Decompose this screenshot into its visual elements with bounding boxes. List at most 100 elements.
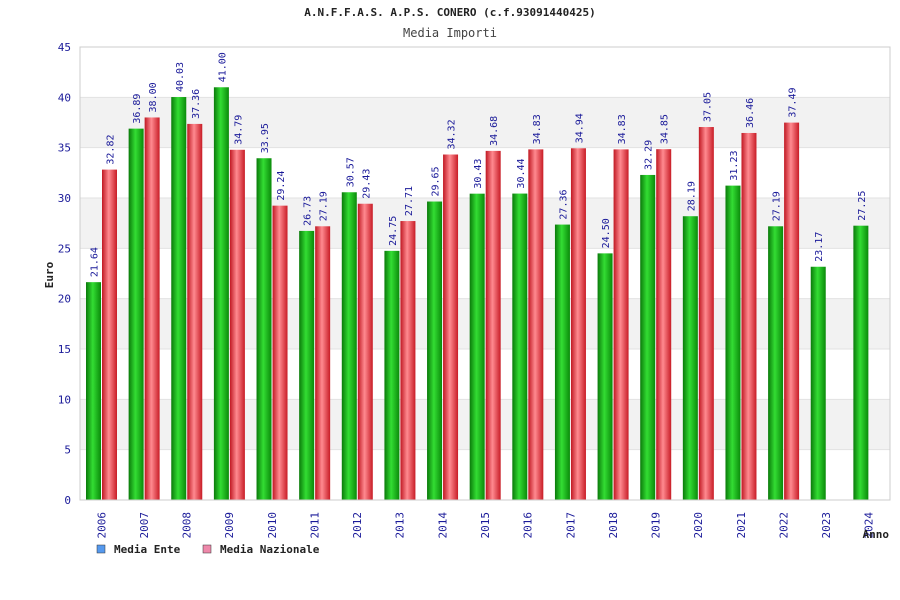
bar-media-nazionale-2013: [400, 221, 416, 500]
bar-media-nazionale-2015: [485, 150, 501, 500]
bar-media-ente-2022: [768, 226, 784, 500]
legend: Media Ente Media Nazionale: [96, 543, 320, 556]
bar-media-nazionale-2022: [784, 122, 800, 500]
bar-media-nazionale-2010: [272, 205, 288, 500]
plot-frame: [79, 46, 891, 501]
data-label-media-ente-2015: 30.43: [473, 159, 484, 189]
bar-media-ente-2017: [554, 224, 570, 501]
bar-media-nazionale-2008: [187, 123, 203, 500]
x-axis-label: Anno: [863, 528, 890, 541]
bar-media-ente-2013: [384, 250, 400, 500]
data-label-media-nazionale-2016: 34.83: [532, 114, 543, 144]
y-tick-label: 5: [64, 444, 71, 457]
bar-media-nazionale-2011: [315, 226, 331, 500]
bar-media-ente-2009: [213, 87, 229, 501]
bar-media-nazionale-2009: [229, 149, 245, 500]
bar-media-ente-2007: [128, 128, 144, 500]
bar-media-ente-2008: [171, 97, 187, 500]
y-tick-label: 20: [58, 293, 71, 306]
bar-media-nazionale-2007: [144, 117, 160, 500]
data-label-media-ente-2013: 24.75: [388, 216, 399, 246]
x-tick-label-2009: 2009: [223, 512, 236, 539]
bar-media-ente-2019: [640, 174, 656, 500]
legend-swatch-media-nazionale: [202, 544, 212, 554]
x-tick-label-2013: 2013: [394, 512, 407, 539]
data-label-media-nazionale-2015: 34.68: [489, 116, 500, 146]
x-axis-ticks: 2006 2007 2008 2009 2010 2011 2012 2013 2014 2015…: [95, 512, 875, 539]
bar-media-ente-2006: [86, 282, 101, 500]
data-label-media-ente-2009: 41.00: [217, 52, 228, 82]
bar-media-ente-2023: [810, 266, 826, 500]
y-tick-label: 45: [58, 41, 71, 54]
x-tick-label-2017: 2017: [564, 512, 577, 539]
bar-media-nazionale-2020: [698, 127, 714, 500]
data-label-media-nazionale-2021: 36.46: [745, 98, 756, 128]
x-tick-label-2020: 2020: [692, 512, 705, 539]
x-tick-label-2007: 2007: [138, 512, 151, 539]
x-tick-label-2010: 2010: [266, 512, 279, 539]
legend-label-media-ente: Media Ente: [114, 543, 181, 556]
bar-media-nazionale-2019: [656, 149, 672, 500]
x-tick-label-2021: 2021: [735, 512, 748, 539]
chart-title: A.N.F.F.A.S. A.P.S. CONERO (c.f.93091440…: [304, 6, 595, 19]
x-tick-label-2008: 2008: [181, 512, 194, 539]
bar-media-nazionale-2014: [443, 154, 459, 500]
x-tick-label-2022: 2022: [777, 512, 790, 539]
bar-media-ente-2011: [299, 230, 315, 500]
bar-media-ente-2016: [512, 193, 528, 500]
legend-label-media-nazionale: Media Nazionale: [220, 543, 320, 556]
bar-media-ente-2010: [256, 158, 272, 500]
data-label-media-nazionale-2019: 34.85: [660, 114, 671, 144]
bar-media-ente-2012: [341, 192, 357, 500]
data-label-media-nazionale-2014: 34.32: [447, 119, 458, 149]
x-tick-label-2024: 2024: [863, 512, 876, 539]
y-tick-label: 10: [58, 393, 71, 406]
data-label-media-ente-2023: 23.17: [814, 232, 825, 262]
data-label-media-ente-2018: 24.50: [601, 218, 612, 248]
data-label-media-nazionale-2009: 34.79: [233, 115, 244, 145]
data-label-media-ente-2007: 36.89: [132, 94, 143, 124]
data-label-media-ente-2010: 33.95: [260, 123, 271, 153]
x-tick-label-2012: 2012: [351, 512, 364, 539]
bar-media-ente-2020: [682, 216, 698, 500]
bar-media-ente-2015: [469, 193, 485, 500]
y-tick-label: 35: [58, 142, 71, 155]
x-tick-label-2018: 2018: [607, 512, 620, 539]
bar-media-ente-2018: [597, 253, 613, 500]
data-label-media-ente-2014: 29.65: [431, 166, 442, 196]
y-tick-label: 25: [58, 242, 71, 255]
x-tick-label-2011: 2011: [308, 512, 321, 539]
data-label-media-ente-2017: 27.36: [558, 189, 569, 219]
data-label-media-ente-2008: 40.03: [175, 62, 186, 92]
y-tick-label: 40: [58, 91, 71, 104]
y-axis-ticks: 0 5 10 15 20 25 30 35 40 45: [58, 41, 71, 507]
data-label-media-ente-2012: 30.57: [345, 157, 356, 187]
bar-media-nazionale-2021: [741, 132, 757, 500]
x-tick-label-2015: 2015: [479, 512, 492, 539]
bar-media-nazionale-2018: [613, 149, 629, 501]
bar-media-nazionale-2012: [357, 203, 373, 500]
data-label-media-ente-2022: 27.19: [772, 191, 783, 221]
bar-media-nazionale-2017: [570, 148, 586, 500]
data-label-media-ente-2020: 28.19: [686, 181, 697, 211]
x-tick-label-2006: 2006: [95, 512, 108, 539]
bar-media-nazionale-2006: [102, 169, 117, 500]
y-tick-label: 15: [58, 343, 71, 356]
x-tick-label-2016: 2016: [522, 512, 535, 539]
data-label-media-nazionale-2011: 27.19: [319, 191, 330, 221]
data-label-media-ente-2021: 31.23: [729, 151, 740, 181]
data-label-media-ente-2011: 26.73: [303, 196, 314, 226]
bar-media-ente-2014: [427, 201, 443, 501]
data-label-media-nazionale-2020: 37.05: [702, 92, 713, 122]
bar-media-ente-2021: [725, 185, 741, 501]
data-label-media-nazionale-2006: 32.82: [106, 135, 117, 165]
data-label-media-nazionale-2007: 38.00: [148, 82, 159, 112]
data-labels: 21.64 32.82 36.89 38.00 40.03 37.36 41.00 34.79…: [90, 52, 868, 277]
legend-swatch-media-ente: [96, 544, 106, 554]
data-label-media-nazionale-2012: 29.43: [361, 169, 372, 199]
data-label-media-nazionale-2013: 27.71: [404, 186, 415, 216]
data-label-media-ente-2019: 32.29: [644, 140, 655, 170]
x-tick-label-2023: 2023: [820, 512, 833, 539]
data-label-media-nazionale-2017: 34.94: [574, 113, 585, 143]
data-label-media-ente-2006: 21.64: [90, 247, 101, 277]
